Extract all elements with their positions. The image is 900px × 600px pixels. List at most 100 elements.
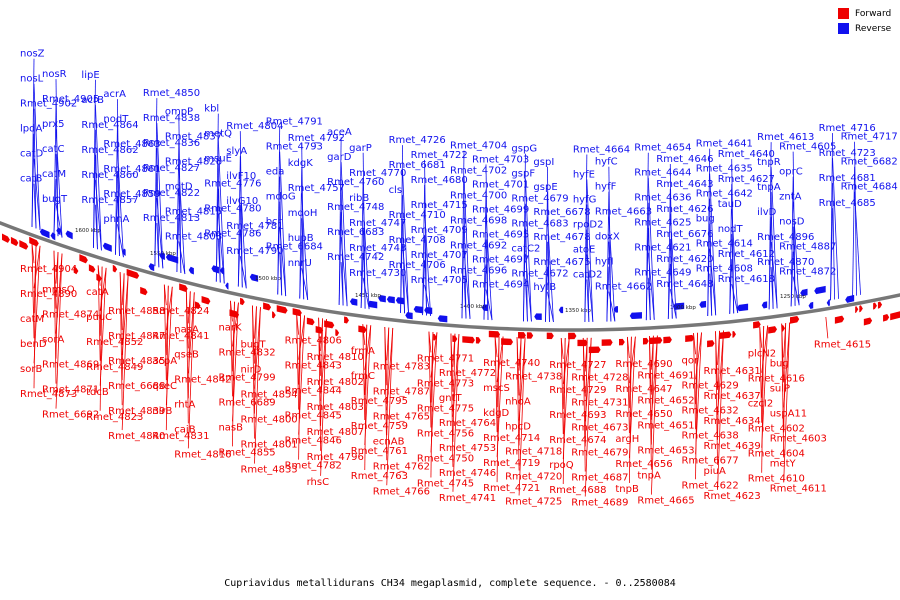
map-caption: Cupriavidus metallidurans CH34 megaplasm…: [224, 578, 676, 589]
forward-leader-line: [650, 335, 654, 445]
forward-gene-label: Rmet_4632: [682, 405, 739, 416]
forward-gene-label: Rmet_4602: [748, 424, 805, 435]
reverse-gene-label: metQ: [204, 129, 232, 140]
forward-leader-line: [717, 330, 720, 440]
forward-gene-label: gntT: [439, 393, 463, 404]
reverse-leader-line: [461, 225, 465, 319]
reverse-leader-line: [669, 214, 677, 319]
forward-gene-label: nirD: [240, 365, 261, 376]
forward-gene-label: Rmet_4721: [483, 483, 540, 494]
reverse-leader-line: [402, 245, 409, 314]
reverse-leader-line: [117, 224, 124, 258]
forward-gene-label: Rmet_4656: [615, 459, 672, 470]
reverse-leader-line: [156, 223, 160, 268]
forward-leader-line: [31, 242, 35, 339]
reverse-gene-label: lpdA: [20, 124, 42, 135]
reverse-leader-line: [279, 226, 287, 297]
forward-gene-arrow: [649, 337, 663, 345]
reverse-gene-arrow: [249, 273, 259, 282]
reverse-gene-label: Rmet_4620: [656, 254, 713, 265]
forward-gene-label: Rmet_4622: [682, 480, 739, 491]
reverse-gene-label: Rmet_4709: [411, 225, 468, 236]
forward-leader-line: [230, 300, 233, 397]
reverse-leader-line: [301, 193, 309, 300]
forward-gene-arrow: [859, 305, 863, 313]
reverse-leader-line: [463, 275, 467, 319]
forward-gene-label: Rmet_4763: [351, 471, 408, 482]
forward-leader-line: [386, 327, 394, 486]
reverse-gene-label: Rmet_4695: [472, 230, 529, 241]
forward-gene-arrow: [335, 329, 340, 337]
forward-leader-line: [516, 337, 520, 471]
forward-gene-label: Rmet_4773: [417, 378, 474, 389]
forward-gene-label: Rmet_4796: [307, 452, 364, 463]
reverse-gene-label: Rmet_4730: [349, 268, 406, 279]
forward-leader-line: [781, 323, 785, 458]
reverse-gene-label: nodT: [718, 224, 744, 235]
reverse-gene-arrow: [534, 313, 542, 320]
forward-gene-label: Rmet_4842: [174, 374, 231, 385]
reverse-gene-label: gspG: [511, 144, 537, 155]
forward-gene-label: Rmet_4637: [704, 391, 761, 402]
forward-leader-line: [518, 337, 522, 446]
forward-gene-arrow: [272, 311, 276, 319]
reverse-gene-label: Rmet_4642: [696, 189, 753, 200]
reverse-leader-line: [483, 264, 487, 320]
forward-gene-label: Rmet_4803: [307, 402, 364, 413]
forward-leader-line: [648, 335, 652, 470]
forward-gene-label: Rmet_4615: [814, 339, 871, 350]
forward-gene-label: Rmet_4603: [770, 433, 827, 444]
forward-gene-label: Rmet_4841: [152, 331, 209, 342]
forward-gene-arrow: [707, 340, 715, 348]
forward-gene-label: Rmet_4689: [571, 497, 628, 508]
forward-gene-label: acpA: [152, 356, 177, 367]
reverse-leader-line: [340, 237, 348, 307]
kbp-tick-label: 1250 kbp: [780, 294, 806, 300]
reverse-gene-label: kbl: [204, 104, 219, 115]
reverse-leader-line: [217, 238, 221, 283]
reverse-gene-label: hupB: [288, 233, 314, 244]
forward-gene-arrow: [588, 346, 601, 354]
reverse-gene-label: Rmet_4649: [634, 268, 691, 279]
reverse-gene-label: Rmet_4662: [595, 282, 652, 293]
reverse-leader-line: [117, 174, 120, 256]
reverse-gene-label: Rmet_4664: [573, 144, 630, 155]
forward-gene-label: Rmet_4623: [704, 491, 761, 502]
legend: Forward Reverse: [838, 6, 891, 36]
reverse-gene-label: Rmet_4681: [819, 173, 876, 184]
forward-gene-arrow: [475, 336, 481, 344]
forward-leader-line: [626, 336, 630, 434]
forward-gene-label: Rmet_4787: [373, 386, 430, 397]
forward-gene-label: Rmet_4835: [108, 356, 165, 367]
forward-gene-arrow: [863, 317, 873, 326]
reverse-leader-line: [55, 204, 63, 238]
reverse-gene-label: Rmet_4827: [143, 163, 200, 174]
forward-gene-label: Rmet_4795: [351, 396, 408, 407]
forward-gene-label: Rmet_4725: [505, 497, 562, 508]
reverse-gene-label: Rmet_4747: [349, 218, 406, 229]
reverse-leader-line: [55, 154, 59, 237]
reverse-gene-label: catC2: [511, 244, 540, 255]
forward-leader-line: [296, 314, 300, 410]
sequence-backbone: [0, 221, 900, 332]
reverse-gene-label: gspF: [511, 169, 535, 180]
forward-leader-line: [715, 331, 718, 465]
reverse-gene-label: catC: [42, 144, 65, 155]
reverse-leader-line: [400, 220, 403, 313]
reverse-leader-line: [485, 239, 489, 320]
reverse-gene-arrow: [845, 294, 855, 303]
forward-gene-label: Rmet_4771: [417, 353, 474, 364]
forward-gene-label: benD: [20, 339, 47, 350]
forward-gene-label: Rmet_4616: [748, 374, 805, 385]
reverse-leader-line: [95, 204, 98, 250]
forward-gene-label: Rmet_4765: [373, 411, 430, 422]
reverse-gene-arrow: [102, 242, 112, 252]
forward-gene-label: kdgD: [483, 408, 509, 419]
forward-gene-label: Rmet_4629: [682, 380, 739, 391]
reverse-gene-arrow: [165, 253, 179, 264]
reverse-gene-label: Rmet_4780: [204, 204, 261, 215]
forward-gene-arrow: [890, 311, 900, 321]
reverse-gene-arrow: [761, 301, 768, 309]
reverse-gene-label: Rmet_4706: [389, 260, 446, 271]
reverse-leader-line: [608, 216, 616, 322]
